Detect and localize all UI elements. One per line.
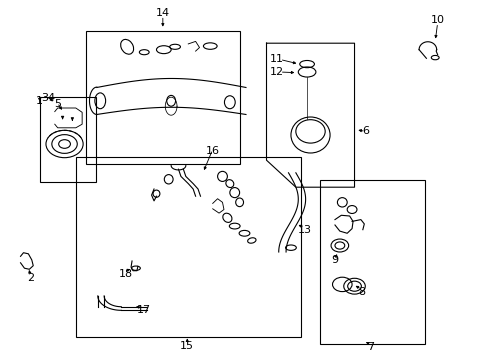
Bar: [76, 157, 300, 337]
Text: 5: 5: [54, 99, 61, 109]
Text: 18: 18: [119, 269, 133, 279]
Text: 9: 9: [331, 255, 338, 265]
Text: 1: 1: [36, 96, 43, 106]
Bar: [40, 97, 96, 182]
Text: 34: 34: [41, 93, 55, 103]
Text: 2: 2: [27, 273, 34, 283]
Text: 11: 11: [270, 54, 284, 64]
Text: 16: 16: [205, 146, 219, 156]
Text: 15: 15: [180, 341, 194, 351]
Text: 17: 17: [137, 305, 151, 315]
Text: 14: 14: [156, 8, 169, 18]
Bar: [320, 180, 425, 344]
Text: 7: 7: [366, 342, 373, 352]
Text: 6: 6: [362, 126, 368, 136]
Text: 8: 8: [358, 287, 365, 297]
Bar: [85, 31, 239, 164]
Text: 10: 10: [430, 15, 444, 25]
Text: 12: 12: [270, 67, 284, 77]
Text: 13: 13: [297, 225, 311, 235]
